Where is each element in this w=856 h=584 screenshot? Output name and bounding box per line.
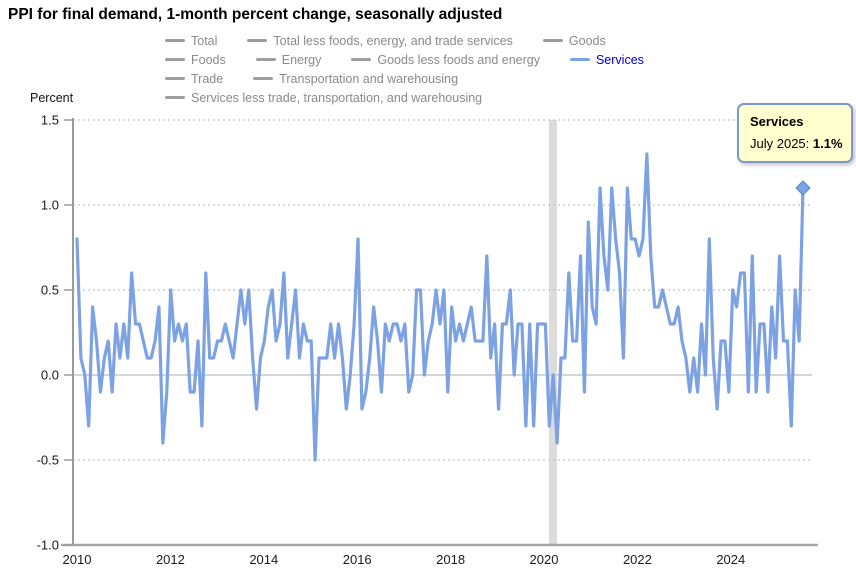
legend-row: Trade Transportation and warehousing — [165, 69, 674, 88]
legend-row: Foods Energy Goods less foods and energy Se… — [165, 50, 674, 69]
legend-swatch-icon — [351, 58, 372, 61]
legend-item-label: Goods — [568, 33, 606, 48]
legend-item-label: Services — [595, 52, 644, 67]
legend-item-goods-less-foods-and-energy[interactable]: Goods less foods and energy — [351, 53, 540, 67]
latest-point-marker[interactable] — [795, 180, 811, 196]
legend-item-transportation-and-warehousing[interactable]: Transportation and warehousing — [253, 72, 458, 86]
y-tick-label: 1.5 — [41, 113, 59, 128]
x-tick-label: 2020 — [530, 552, 559, 567]
legend-item-label: Energy — [281, 52, 322, 67]
legend-swatch-icon — [569, 58, 590, 61]
services-line[interactable] — [75, 152, 805, 462]
legend-item-services-less-trade-transportation-and-warehousing[interactable]: Services less trade, transportation, and… — [165, 91, 482, 105]
x-tick-label: 2016 — [343, 552, 372, 567]
chart-title: PPI for final demand, 1-month percent ch… — [8, 6, 503, 23]
tooltip-value: 1.1% — [812, 136, 843, 151]
legend-item-total-less-foods-energy-and-trade-services[interactable]: Total less foods, energy, and trade serv… — [247, 33, 513, 48]
tooltip: Services July 2025: 1.1% — [737, 103, 853, 163]
legend-item-trade[interactable]: Trade — [165, 72, 223, 86]
y-tick-label: -0.5 — [37, 453, 59, 468]
x-axis-ticks: 2010 2012 2014 2016 2018 2020 2022 2024 — [63, 552, 746, 567]
y-tick-label: 1.0 — [41, 198, 59, 213]
x-tick-label: 2024 — [716, 552, 745, 567]
legend-item-label: Trade — [191, 71, 224, 86]
legend-item-label: Services less trade, transportation, and… — [191, 90, 483, 105]
legend-swatch-icon — [253, 77, 274, 80]
recession-band — [549, 120, 557, 545]
legend: Total Total less foods, energy, and trade… — [165, 31, 674, 107]
legend-item-foods[interactable]: Foods — [165, 53, 226, 67]
y-tick-label: 0.0 — [41, 368, 59, 383]
legend-item-label: Transportation and warehousing — [279, 71, 459, 86]
tooltip-series-name: Services — [750, 114, 804, 129]
y-axis-ticks: 1.5 1.0 0.5 0.0 -0.5 -1.0 — [37, 113, 73, 553]
legend-row: Total Total less foods, energy, and trade… — [165, 31, 674, 50]
legend-swatch-icon — [165, 96, 185, 99]
x-tick-label: 2012 — [156, 552, 185, 567]
legend-swatch-icon — [247, 39, 268, 42]
legend-row: Services less trade, transportation, and… — [165, 88, 674, 107]
legend-swatch-icon — [255, 58, 276, 61]
tooltip-value-line: July 2025: 1.1% — [750, 136, 843, 151]
y-axis-unit-label: Percent — [30, 91, 74, 105]
legend-swatch-icon — [165, 58, 185, 61]
legend-item-services[interactable]: Services — [569, 52, 644, 67]
tooltip-date-label: July 2025: — [750, 136, 810, 151]
legend-swatch-icon — [542, 39, 563, 42]
legend-item-energy[interactable]: Energy — [255, 52, 322, 67]
legend-item-label: Total less foods, energy, and trade serv… — [273, 33, 513, 48]
legend-item-label: Foods — [191, 52, 226, 67]
legend-item-label: Goods less foods and energy — [377, 52, 540, 67]
legend-item-label: Total — [191, 33, 218, 48]
legend-swatch-icon — [165, 77, 185, 80]
y-tick-label: -1.0 — [37, 538, 59, 553]
x-tick-label: 2010 — [63, 552, 92, 567]
legend-item-total[interactable]: Total — [165, 34, 217, 48]
legend-item-goods[interactable]: Goods — [542, 33, 606, 48]
x-tick-label: 2014 — [249, 552, 278, 567]
y-tick-label: 0.5 — [41, 283, 59, 298]
legend-swatch-icon — [165, 39, 185, 42]
x-tick-label: 2022 — [623, 552, 652, 567]
x-tick-label: 2018 — [436, 552, 465, 567]
